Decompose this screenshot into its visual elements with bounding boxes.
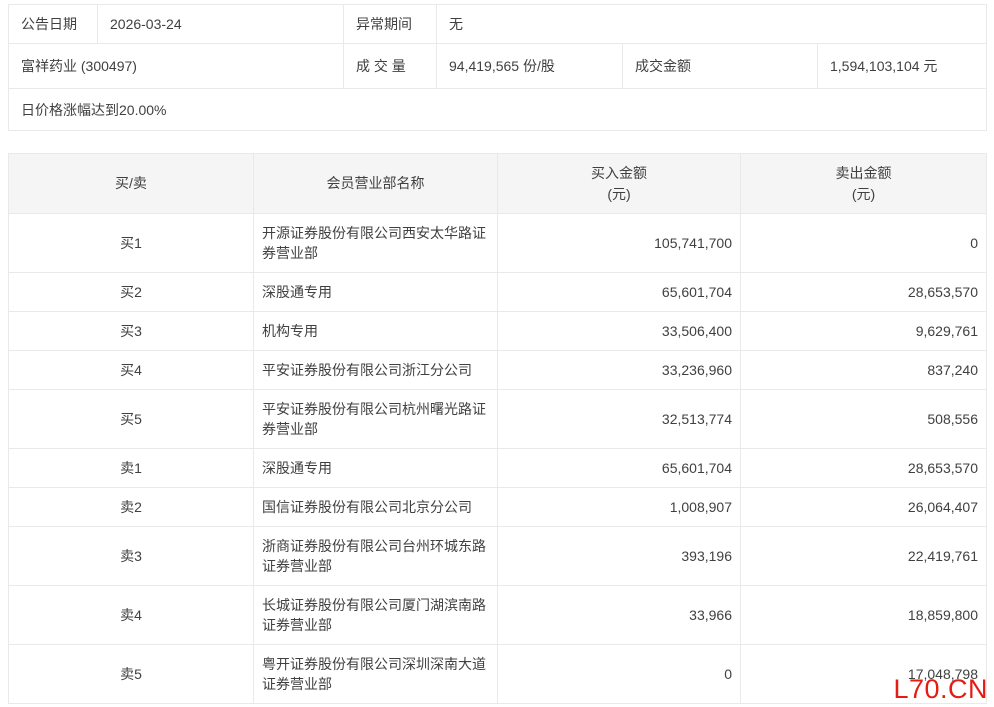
broker-table-body: 买1 开源证券股份有限公司西安太华路证券营业部 105,741,700 0 买2… bbox=[8, 213, 987, 704]
row-sell-amount: 508,556 bbox=[740, 389, 987, 449]
row-buy-amount: 105,741,700 bbox=[497, 213, 741, 273]
col-header-buy-title: 买入金额 bbox=[591, 164, 647, 181]
col-header-sell-unit: (元) bbox=[851, 185, 876, 202]
broker-table: 买/卖 会员营业部名称 买入金额 (元) 卖出金额 (元) 买1 开源证券股份有… bbox=[8, 153, 987, 704]
table-row: 买2 深股通专用 65,601,704 28,653,570 bbox=[8, 272, 987, 312]
table-header-row: 买/卖 会员营业部名称 买入金额 (元) 卖出金额 (元) bbox=[8, 153, 987, 214]
row-buy-amount: 32,513,774 bbox=[497, 389, 741, 449]
row-sell-amount: 22,419,761 bbox=[740, 526, 987, 586]
row-sell-amount: 9,629,761 bbox=[740, 311, 987, 351]
row-branch-name: 长城证券股份有限公司厦门湖滨南路证券营业部 bbox=[253, 585, 498, 645]
table-row: 买3 机构专用 33,506,400 9,629,761 bbox=[8, 311, 987, 351]
col-header-sell-amount: 卖出金额 (元) bbox=[740, 153, 987, 214]
row-sell-amount: 0 bbox=[740, 213, 987, 273]
abnormal-period-label: 异常期间 bbox=[343, 4, 437, 44]
announce-date-label: 公告日期 bbox=[8, 4, 98, 44]
row-side: 买4 bbox=[8, 350, 254, 390]
row-branch-name: 开源证券股份有限公司西安太华路证券营业部 bbox=[253, 213, 498, 273]
abnormal-period-value: 无 bbox=[435, 4, 988, 44]
row-branch-name: 国信证券股份有限公司北京分公司 bbox=[253, 487, 498, 527]
table-row: 卖5 粤开证券股份有限公司深圳深南大道证券营业部 0 17,048,798 bbox=[8, 644, 987, 704]
table-row: 买5 平安证券股份有限公司杭州曙光路证券营业部 32,513,774 508,5… bbox=[8, 389, 987, 449]
table-row: 卖1 深股通专用 65,601,704 28,653,570 bbox=[8, 448, 987, 488]
turnover-value: 1,594,103,104 元 bbox=[816, 43, 988, 89]
col-header-side: 买/卖 bbox=[8, 153, 254, 214]
row-sell-amount: 26,064,407 bbox=[740, 487, 987, 527]
col-header-buy-amount: 买入金额 (元) bbox=[497, 153, 741, 214]
col-header-branch: 会员营业部名称 bbox=[253, 153, 498, 214]
row-side: 买3 bbox=[8, 311, 254, 351]
table-row: 买4 平安证券股份有限公司浙江分公司 33,236,960 837,240 bbox=[8, 350, 987, 390]
row-branch-name: 平安证券股份有限公司杭州曙光路证券营业部 bbox=[253, 389, 498, 449]
volume-value: 94,419,565 份/股 bbox=[436, 43, 623, 89]
lhb-page: 公告日期 2026-03-24 异常期间 无 富祥药业 (300497) 成 交… bbox=[0, 4, 994, 704]
row-buy-amount: 65,601,704 bbox=[497, 272, 741, 312]
change-reason: 日价格涨幅达到20.00% bbox=[7, 88, 988, 131]
table-row: 买1 开源证券股份有限公司西安太华路证券营业部 105,741,700 0 bbox=[8, 213, 987, 273]
announce-date-value: 2026-03-24 bbox=[97, 4, 344, 44]
row-buy-amount: 393,196 bbox=[497, 526, 741, 586]
row-buy-amount: 65,601,704 bbox=[497, 448, 741, 488]
summary-row-stock: 富祥药业 (300497) 成 交 量 94,419,565 份/股 成交金额 … bbox=[8, 43, 988, 89]
row-branch-name: 深股通专用 bbox=[253, 272, 498, 312]
summary-table: 公告日期 2026-03-24 异常期间 无 富祥药业 (300497) 成 交… bbox=[7, 4, 988, 131]
row-buy-amount: 33,966 bbox=[497, 585, 741, 645]
row-side: 卖3 bbox=[8, 526, 254, 586]
row-branch-name: 粤开证券股份有限公司深圳深南大道证券营业部 bbox=[253, 644, 498, 704]
row-side: 卖5 bbox=[8, 644, 254, 704]
row-branch-name: 机构专用 bbox=[253, 311, 498, 351]
row-sell-amount: 18,859,800 bbox=[740, 585, 987, 645]
row-branch-name: 平安证券股份有限公司浙江分公司 bbox=[253, 350, 498, 390]
row-sell-amount: 17,048,798 bbox=[740, 644, 987, 704]
row-sell-amount: 837,240 bbox=[740, 350, 987, 390]
table-row: 卖3 浙商证券股份有限公司台州环城东路证券营业部 393,196 22,419,… bbox=[8, 526, 987, 586]
row-buy-amount: 1,008,907 bbox=[497, 487, 741, 527]
row-side: 卖2 bbox=[8, 487, 254, 527]
row-side: 买2 bbox=[8, 272, 254, 312]
table-row: 卖2 国信证券股份有限公司北京分公司 1,008,907 26,064,407 bbox=[8, 487, 987, 527]
row-sell-amount: 28,653,570 bbox=[740, 448, 987, 488]
row-side: 买5 bbox=[8, 389, 254, 449]
row-branch-name: 深股通专用 bbox=[253, 448, 498, 488]
turnover-label: 成交金额 bbox=[622, 43, 818, 89]
watermark: L70.CN bbox=[893, 674, 988, 704]
row-side: 买1 bbox=[8, 213, 254, 273]
row-buy-amount: 0 bbox=[497, 644, 741, 704]
row-buy-amount: 33,236,960 bbox=[497, 350, 741, 390]
table-row: 卖4 长城证券股份有限公司厦门湖滨南路证券营业部 33,966 18,859,8… bbox=[8, 585, 987, 645]
row-side: 卖4 bbox=[8, 585, 254, 645]
volume-label: 成 交 量 bbox=[343, 43, 437, 89]
row-buy-amount: 33,506,400 bbox=[497, 311, 741, 351]
summary-row-reason: 日价格涨幅达到20.00% bbox=[7, 88, 988, 131]
row-side: 卖1 bbox=[8, 448, 254, 488]
stock-name: 富祥药业 (300497) bbox=[8, 43, 344, 89]
row-branch-name: 浙商证券股份有限公司台州环城东路证券营业部 bbox=[253, 526, 498, 586]
col-header-buy-unit: (元) bbox=[607, 185, 631, 202]
col-header-sell-title: 卖出金额 bbox=[835, 164, 892, 181]
summary-row-announce: 公告日期 2026-03-24 异常期间 无 bbox=[8, 4, 988, 44]
row-sell-amount: 28,653,570 bbox=[740, 272, 987, 312]
